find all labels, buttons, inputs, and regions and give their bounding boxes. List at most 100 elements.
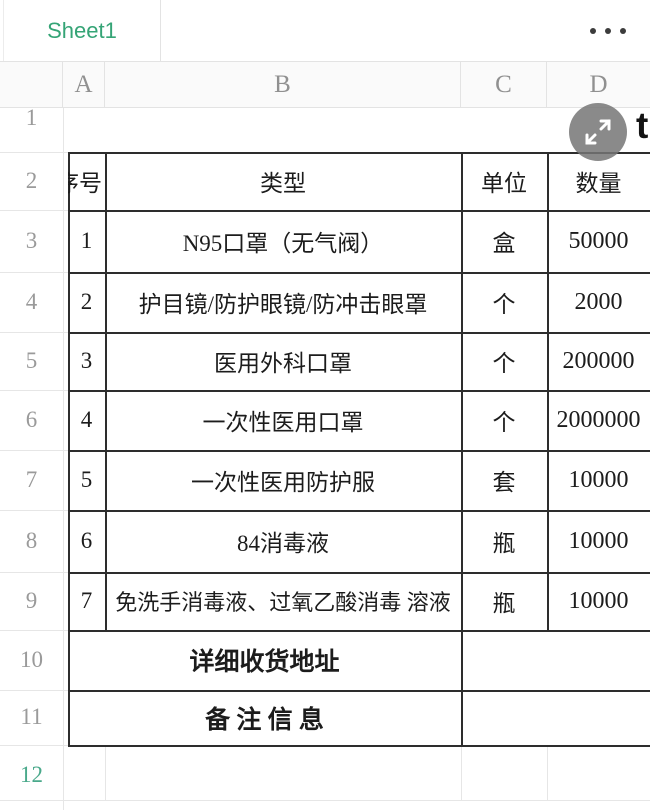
table-border	[68, 332, 650, 334]
cell-d4[interactable]: 2000	[574, 288, 623, 315]
gridline	[63, 62, 64, 810]
table-border	[68, 745, 650, 747]
table-border	[68, 210, 650, 212]
cell-b4[interactable]: 护目镜/防护眼镜/防冲击眼罩	[138, 292, 428, 317]
table-border	[68, 272, 650, 274]
more-dots-icon	[605, 28, 611, 34]
gridline	[0, 450, 68, 451]
row-header-10[interactable]: 10	[20, 647, 43, 672]
expand-button-disc	[569, 103, 627, 161]
cell-d5[interactable]: 200000	[562, 347, 635, 374]
gridline	[0, 630, 68, 631]
gridline	[0, 390, 68, 391]
row-header-7[interactable]: 7	[25, 467, 38, 492]
gridline	[0, 572, 68, 573]
table-row: 7 免洗手消毒液、过氧乙酸消毒 溶液 瓶 10000	[0, 572, 650, 630]
table-border	[461, 152, 463, 747]
gridline	[0, 510, 68, 511]
expand-fullscreen-button[interactable]	[569, 103, 627, 161]
cell-a9[interactable]: 7	[80, 588, 93, 613]
row-header-3[interactable]: 3	[25, 228, 38, 253]
more-dots-icon	[590, 28, 596, 34]
cell-c9[interactable]: 瓶	[492, 591, 516, 616]
column-header-c[interactable]: C	[461, 62, 547, 107]
tab-sheet1[interactable]: Sheet1	[3, 0, 161, 62]
row-header-8[interactable]: 8	[25, 528, 38, 553]
cell-c3[interactable]: 盒	[492, 231, 516, 256]
cell-d3[interactable]: 50000	[568, 227, 629, 254]
more-dots-icon	[620, 28, 626, 34]
column-header-b[interactable]: B	[105, 62, 461, 107]
gridline	[0, 210, 68, 211]
cell-d8[interactable]: 10000	[568, 527, 629, 554]
cell-a4[interactable]: 2	[80, 289, 93, 314]
cell-c8[interactable]: 瓶	[492, 531, 516, 556]
cell-a7[interactable]: 5	[80, 467, 93, 492]
column-header-d[interactable]: D	[589, 70, 608, 98]
gridline	[0, 690, 68, 691]
gridline	[0, 152, 68, 153]
cell-b8[interactable]: 84消毒液	[237, 531, 329, 556]
gridline	[105, 745, 106, 801]
table-border	[68, 690, 650, 692]
row-header-5[interactable]: 5	[25, 348, 38, 373]
gridline	[0, 332, 68, 333]
select-all-corner[interactable]	[0, 62, 63, 107]
cell-c6[interactable]: 个	[492, 410, 516, 435]
table-border	[547, 152, 549, 632]
cell-c5[interactable]: 个	[492, 351, 516, 376]
row-header-2[interactable]: 2	[25, 168, 38, 193]
column-header-row: A B C D	[0, 62, 650, 108]
cell-d2[interactable]: 数量	[575, 171, 622, 196]
row-header-9[interactable]: 9	[25, 588, 38, 613]
expand-diagonal-arrows-icon	[585, 119, 611, 145]
column-header-a[interactable]: A	[63, 62, 105, 107]
table-row: 2 护目镜/防护眼镜/防冲击眼罩 个 2000	[0, 272, 650, 332]
table-border	[68, 510, 650, 512]
table-border	[68, 450, 650, 452]
table-border	[68, 390, 650, 392]
clipped-edge-icon: t	[636, 105, 649, 146]
cell-a3[interactable]: 1	[80, 228, 93, 253]
cell-b5[interactable]: 医用外科口罩	[214, 351, 352, 376]
table-row: 序号 类型 单位 数量	[0, 152, 650, 210]
cell-c2[interactable]: 单位	[481, 171, 527, 196]
cell-a2[interactable]: 序号	[68, 171, 102, 196]
table-border	[68, 630, 650, 632]
table-row: 备 注 信 息	[0, 690, 650, 745]
cell-b7[interactable]: 一次性医用防护服	[191, 470, 375, 495]
cell-d6[interactable]: 2000000	[556, 406, 641, 433]
table-border	[105, 152, 107, 632]
table-row: 5 一次性医用防护服 套 10000	[0, 450, 650, 510]
cell-d9[interactable]: 10000	[568, 587, 629, 614]
cell-c7[interactable]: 套	[492, 470, 516, 495]
row-header-1[interactable]: 1	[25, 105, 38, 130]
cell-c4[interactable]: 个	[492, 292, 516, 317]
cell-a5[interactable]: 3	[80, 348, 93, 373]
cell-a6[interactable]: 4	[80, 407, 93, 432]
row-header-12-selected[interactable]: 12	[20, 762, 43, 787]
cell-a8[interactable]: 6	[80, 528, 93, 553]
cell-d7[interactable]: 10000	[568, 466, 629, 493]
cell-b6[interactable]: 一次性医用口罩	[202, 410, 364, 435]
cell-remarks-value[interactable]	[461, 690, 650, 745]
more-menu-button[interactable]	[584, 0, 632, 62]
row-header-6[interactable]: 6	[25, 407, 38, 432]
sheet-tab-bar: Sheet1	[0, 0, 650, 62]
cell-remarks-label[interactable]: 备 注 信 息	[205, 706, 324, 734]
cell-address-label[interactable]: 详细收货地址	[189, 649, 340, 676]
table-row: 3 医用外科口罩 个 200000	[0, 332, 650, 390]
gridline	[0, 272, 68, 273]
row-header-11[interactable]: 11	[20, 704, 43, 729]
table-row: 6 84消毒液 瓶 10000	[0, 510, 650, 572]
table-row: 详细收货地址	[0, 630, 650, 690]
cell-b2[interactable]: 类型	[260, 171, 306, 196]
cell-b3[interactable]: N95口罩（无气阀）	[182, 231, 384, 256]
tab-sheet1-label: Sheet1	[47, 18, 117, 43]
gridline	[547, 745, 548, 801]
row-header-4[interactable]: 4	[25, 289, 38, 314]
cell-address-value[interactable]	[461, 630, 650, 690]
cell-b9[interactable]: 免洗手消毒液、过氧乙酸消毒 溶液	[115, 590, 451, 615]
gridline	[0, 800, 650, 801]
